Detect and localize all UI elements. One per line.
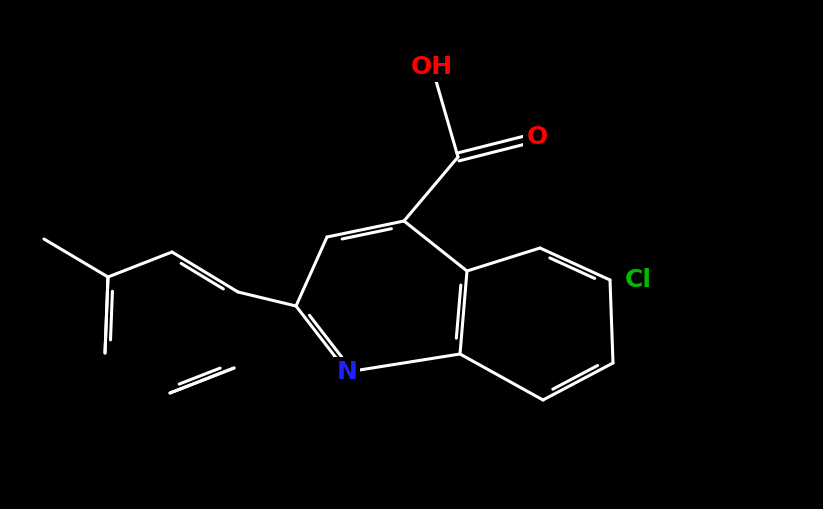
Text: N: N [337,360,357,384]
Text: Cl: Cl [625,268,652,292]
Text: OH: OH [411,55,453,79]
Text: O: O [527,125,547,149]
